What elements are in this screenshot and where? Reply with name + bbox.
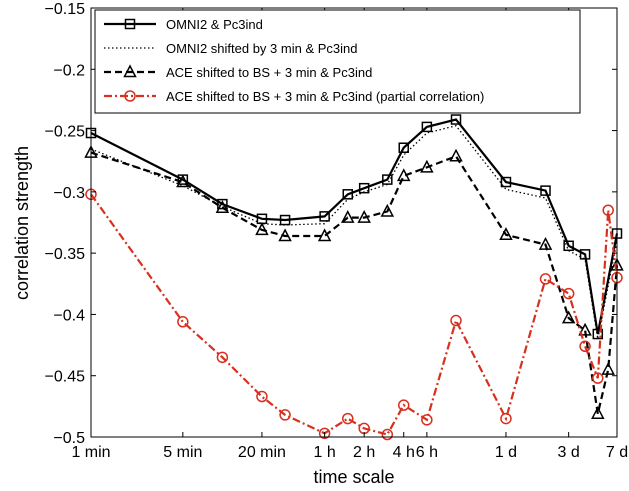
data-point-marker (449, 148, 463, 162)
data-point-marker (342, 189, 354, 200)
data-point-marker (123, 64, 137, 78)
data-point-marker (358, 182, 370, 194)
data-point-marker (450, 114, 462, 125)
data-point-marker (319, 211, 330, 222)
data-point-marker (357, 209, 371, 223)
data-point-marker (561, 310, 576, 324)
data-point-marker (500, 412, 512, 425)
series-layer (84, 114, 624, 441)
x-tick-label: 1 min (71, 444, 110, 461)
series-line (90, 118, 619, 335)
data-point-marker (215, 200, 230, 214)
series-line (90, 151, 619, 414)
data-point-marker (538, 236, 553, 250)
data-point-marker (421, 414, 433, 426)
data-point-marker (317, 228, 332, 242)
x-tick-label: 1 h (313, 444, 335, 461)
x-tick-label: 6 h (416, 444, 438, 461)
y-tick-label: −0.3 (53, 185, 85, 202)
data-point-marker (279, 409, 291, 421)
x-tick-label: 1 d (495, 444, 517, 461)
data-point-marker (342, 412, 354, 425)
legend-label: OMNI2 shifted by 3 min & Pc3ind (166, 41, 357, 56)
data-point-marker (592, 372, 604, 384)
legend: OMNI2 & Pc3ind OMNI2 shifted by 3 min & P… (94, 9, 581, 114)
data-point-marker (176, 174, 190, 188)
data-point-marker (255, 222, 269, 236)
x-tick-label: 5 min (163, 444, 202, 461)
data-point-marker (382, 174, 393, 185)
y-axis-label: correlation strength (12, 146, 32, 300)
x-tick-label: 4 h (393, 444, 415, 461)
data-point-marker (256, 390, 268, 403)
data-point-marker (396, 168, 411, 182)
data-point-marker (500, 176, 512, 188)
legend-label: ACE shifted to BS + 3 min & Pc3ind (166, 65, 372, 80)
legend-entry: ACE shifted to BS + 3 min & Pc3ind (part… (104, 89, 484, 104)
data-point-marker (397, 399, 410, 411)
y-tick-label: −0.4 (53, 307, 85, 324)
data-point-marker (499, 227, 513, 241)
legend-label: OMNI2 & Pc3ind (166, 17, 263, 32)
data-point-marker (421, 121, 433, 133)
data-point-marker (278, 228, 292, 242)
y-tick-label: −0.25 (45, 124, 86, 141)
x-tick-label: 2 h (353, 444, 375, 461)
legend-entry: OMNI2 shifted by 3 min & Pc3ind (104, 41, 357, 56)
y-tick-label: −0.2 (53, 62, 85, 79)
data-point-marker (398, 142, 409, 153)
data-point-marker (562, 287, 575, 300)
y-tick-label: −0.45 (45, 369, 86, 386)
legend-box (94, 9, 581, 114)
x-axis-label: time scale (313, 467, 394, 487)
x-tick-label: 20 min (238, 444, 286, 461)
x-tick-label: 3 d (558, 444, 580, 461)
tick-layer: −0.5 −0.45 −0.4 −0.35 −0.3 −0.25 −0.2 −0.15 1 mi… (45, 1, 629, 461)
data-point-marker (540, 185, 551, 196)
data-point-marker (124, 90, 136, 102)
data-point-marker (579, 249, 591, 260)
data-point-marker (124, 18, 136, 30)
data-point-marker (381, 428, 394, 441)
data-point-marker (539, 273, 552, 285)
data-point-marker (563, 240, 574, 252)
y-tick-label: −0.15 (45, 1, 86, 18)
data-point-marker (592, 328, 604, 340)
legend-entry: OMNI2 & Pc3ind (104, 17, 263, 32)
plot-frame (90, 7, 618, 438)
data-point-marker (380, 203, 395, 217)
data-point-marker (450, 314, 462, 327)
x-tick-label: 7 d (606, 444, 628, 461)
data-point-marker (420, 159, 434, 173)
data-point-marker (602, 204, 614, 216)
y-tick-label: −0.5 (53, 430, 85, 447)
legend-entry: ACE shifted to BS + 3 min & Pc3ind (104, 64, 372, 80)
y-tick-label: −0.35 (45, 246, 86, 263)
data-point-marker (578, 322, 592, 336)
data-point-marker (318, 427, 331, 440)
data-point-marker (591, 406, 605, 419)
data-point-marker (341, 209, 355, 223)
data-point-marker (601, 361, 615, 375)
data-point-marker (177, 316, 189, 328)
data-point-marker (579, 340, 591, 353)
legend-label: ACE shifted to BS + 3 min & Pc3ind (part… (166, 89, 484, 104)
data-point-marker (279, 214, 291, 226)
data-point-marker (216, 351, 229, 364)
series-line (90, 193, 619, 436)
